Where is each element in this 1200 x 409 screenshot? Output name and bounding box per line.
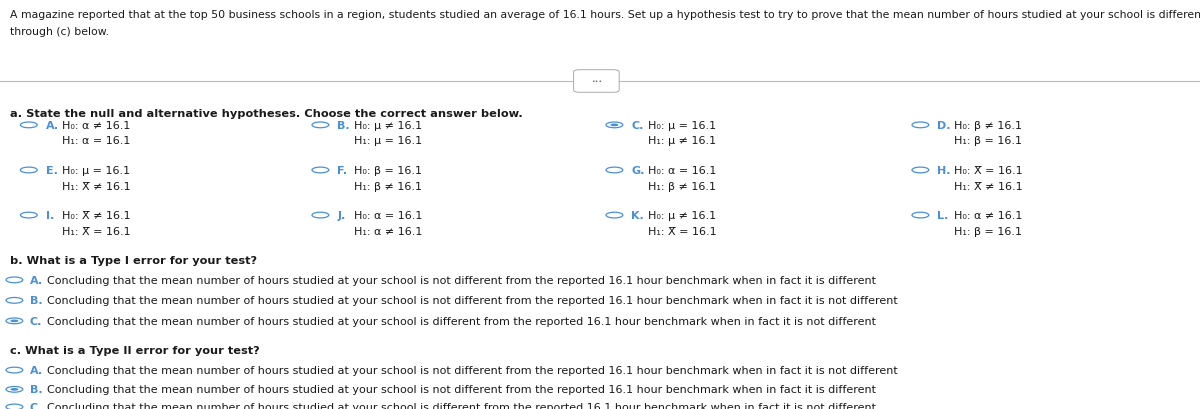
- Text: C.: C.: [30, 316, 42, 326]
- Text: H₁: μ = 16.1: H₁: μ = 16.1: [354, 136, 422, 146]
- Text: H₀: α ≠ 16.1: H₀: α ≠ 16.1: [954, 211, 1022, 220]
- Text: H₀: α = 16.1: H₀: α = 16.1: [648, 166, 716, 175]
- Text: c. What is a Type II error for your test?: c. What is a Type II error for your test…: [10, 346, 259, 355]
- Text: H₁: X̅ = 16.1: H₁: X̅ = 16.1: [62, 226, 131, 236]
- Text: A magazine reported that at the top 50 business schools in a region, students st: A magazine reported that at the top 50 b…: [10, 10, 1200, 20]
- Text: D.: D.: [937, 121, 950, 130]
- Text: Concluding that the mean number of hours studied at your school is different fro: Concluding that the mean number of hours…: [47, 402, 876, 409]
- Text: I.: I.: [46, 211, 54, 220]
- Circle shape: [11, 320, 18, 322]
- Text: H₀: μ ≠ 16.1: H₀: μ ≠ 16.1: [648, 211, 716, 220]
- Text: H₀: μ ≠ 16.1: H₀: μ ≠ 16.1: [354, 121, 422, 130]
- Text: b. What is a Type I error for your test?: b. What is a Type I error for your test?: [10, 256, 257, 265]
- Text: •••: •••: [590, 79, 602, 84]
- Text: H₀: μ = 16.1: H₀: μ = 16.1: [62, 166, 131, 175]
- Text: E.: E.: [46, 166, 58, 175]
- Text: C.: C.: [30, 402, 42, 409]
- Text: H.: H.: [937, 166, 950, 175]
- Text: H₁: β ≠ 16.1: H₁: β ≠ 16.1: [648, 181, 716, 191]
- Text: J.: J.: [337, 211, 346, 220]
- Text: G.: G.: [631, 166, 644, 175]
- Text: H₀: α ≠ 16.1: H₀: α ≠ 16.1: [62, 121, 131, 130]
- Text: H₁: μ ≠ 16.1: H₁: μ ≠ 16.1: [648, 136, 716, 146]
- Text: H₀: μ = 16.1: H₀: μ = 16.1: [648, 121, 716, 130]
- Text: Concluding that the mean number of hours studied at your school is not different: Concluding that the mean number of hours…: [47, 365, 898, 375]
- Text: Concluding that the mean number of hours studied at your school is not different: Concluding that the mean number of hours…: [47, 275, 876, 285]
- Text: B.: B.: [337, 121, 350, 130]
- Text: B.: B.: [30, 384, 43, 394]
- Text: H₀: β = 16.1: H₀: β = 16.1: [354, 166, 422, 175]
- Text: H₁: α ≠ 16.1: H₁: α ≠ 16.1: [354, 226, 422, 236]
- Text: through (c) below.: through (c) below.: [10, 27, 108, 36]
- Text: H₀: X̅ = 16.1: H₀: X̅ = 16.1: [954, 166, 1022, 175]
- Text: L.: L.: [937, 211, 948, 220]
- Text: H₀: β ≠ 16.1: H₀: β ≠ 16.1: [954, 121, 1022, 130]
- FancyBboxPatch shape: [574, 70, 619, 93]
- Text: H₀: α = 16.1: H₀: α = 16.1: [354, 211, 422, 220]
- Text: A.: A.: [46, 121, 59, 130]
- Text: H₁: X̅ ≠ 16.1: H₁: X̅ ≠ 16.1: [954, 181, 1022, 191]
- Text: F.: F.: [337, 166, 347, 175]
- Text: Concluding that the mean number of hours studied at your school is not different: Concluding that the mean number of hours…: [47, 384, 876, 394]
- Text: a. State the null and alternative hypotheses. Choose the correct answer below.: a. State the null and alternative hypoth…: [10, 108, 522, 118]
- Text: C.: C.: [631, 121, 643, 130]
- Text: H₁: α = 16.1: H₁: α = 16.1: [62, 136, 131, 146]
- Text: K.: K.: [631, 211, 644, 220]
- Circle shape: [11, 388, 18, 391]
- Text: H₁: X̅ = 16.1: H₁: X̅ = 16.1: [648, 226, 716, 236]
- Text: B.: B.: [30, 296, 43, 306]
- Text: H₁: β = 16.1: H₁: β = 16.1: [954, 226, 1022, 236]
- Text: Concluding that the mean number of hours studied at your school is not different: Concluding that the mean number of hours…: [47, 296, 898, 306]
- Text: H₁: β = 16.1: H₁: β = 16.1: [954, 136, 1022, 146]
- Text: H₁: X̅ ≠ 16.1: H₁: X̅ ≠ 16.1: [62, 181, 131, 191]
- Text: A.: A.: [30, 275, 43, 285]
- Text: H₁: β ≠ 16.1: H₁: β ≠ 16.1: [354, 181, 422, 191]
- Text: H₀: X̅ ≠ 16.1: H₀: X̅ ≠ 16.1: [62, 211, 131, 220]
- Text: A.: A.: [30, 365, 43, 375]
- Text: Concluding that the mean number of hours studied at your school is different fro: Concluding that the mean number of hours…: [47, 316, 876, 326]
- Circle shape: [611, 124, 618, 127]
